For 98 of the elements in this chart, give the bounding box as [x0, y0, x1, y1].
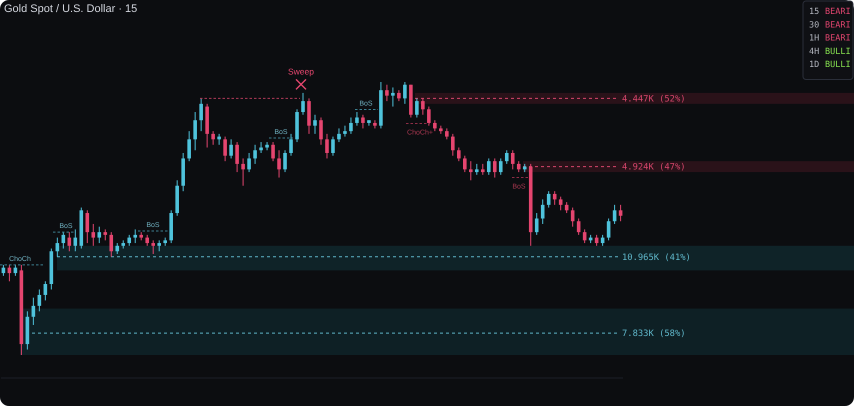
candlestick [44, 280, 48, 301]
category-label: 1H [809, 34, 820, 44]
candlestick [97, 226, 102, 244]
candlestick [74, 228, 78, 252]
candlestick [457, 147, 461, 162]
text: BULLI [825, 46, 851, 57]
candlestick [421, 98, 425, 116]
candlestick [289, 133, 293, 156]
candlestick [325, 133, 329, 159]
candlestick [492, 158, 497, 178]
candlestick [32, 297, 36, 326]
candlestick [516, 160, 521, 173]
text: BEARI [825, 6, 851, 17]
candlestick [594, 234, 598, 246]
candlestick [391, 86, 395, 108]
category-label: 4H [809, 46, 820, 57]
candlestick [62, 232, 66, 250]
candlestick [355, 112, 359, 126]
candlestick [451, 133, 455, 156]
candlestick [361, 114, 365, 129]
category-label: 30 [809, 20, 820, 30]
candlestick [38, 288, 42, 312]
category-label: 15 [809, 6, 820, 17]
candlestick [157, 240, 161, 252]
candlestick [463, 155, 467, 173]
candlestick [498, 158, 503, 176]
candlestick [253, 144, 257, 164]
candlestick [612, 204, 616, 224]
candlestick [385, 84, 389, 102]
candlestick [337, 128, 341, 143]
candlestick [68, 232, 72, 252]
candlestick [313, 114, 317, 134]
candlestick [403, 82, 407, 104]
candlestick [277, 150, 281, 178]
candlestick [427, 106, 431, 126]
candlestick [474, 163, 479, 176]
candlestick [283, 150, 287, 173]
candlestick [319, 116, 323, 146]
ref-line-label: 10.965K (41%) [622, 252, 691, 263]
candlestick [510, 150, 515, 170]
candlestick [133, 228, 138, 244]
candlestick [486, 158, 491, 176]
candlestick [217, 133, 221, 146]
candlestick [618, 204, 622, 222]
candlestick [8, 264, 12, 282]
candlestick [445, 128, 449, 140]
candlestick [504, 150, 509, 164]
candlestick [271, 142, 275, 162]
candlestick [187, 130, 191, 162]
candlestick [349, 116, 353, 134]
candlestick [56, 237, 60, 258]
candlestick [193, 112, 197, 151]
candlestick [397, 90, 401, 102]
candlestick [211, 130, 215, 146]
candlestick [558, 196, 562, 211]
candlestick [606, 218, 610, 241]
candlestick [229, 138, 233, 159]
candlestick [552, 190, 556, 206]
candlestick [145, 234, 150, 246]
candlestick [115, 242, 120, 254]
text: BULLI [825, 60, 851, 70]
candlestick [199, 98, 203, 132]
candlestick [564, 202, 568, 214]
candlestick [235, 142, 239, 173]
candlestick [546, 190, 550, 208]
candlestick [576, 218, 580, 236]
candlestick [480, 163, 485, 176]
candlestick [127, 234, 132, 246]
candlestick [540, 198, 544, 224]
candlestick [301, 92, 305, 116]
candlestick [415, 98, 419, 118]
candlestick [151, 240, 155, 254]
candlestick [259, 142, 263, 154]
candlestick [2, 264, 6, 276]
candlestick [600, 234, 604, 246]
candlestick [14, 264, 18, 276]
candlestick [103, 228, 108, 241]
candlestick [247, 152, 251, 173]
candlestick [469, 160, 473, 181]
chart-title: Gold Spot / U.S. Dollar · 15 [4, 3, 138, 15]
candlestick [223, 136, 227, 162]
text: BEARI [825, 34, 851, 44]
text: BEARI [825, 20, 851, 30]
ref-line-label: 4.924K (47%) [622, 162, 686, 173]
candlestick [570, 207, 574, 228]
candlestick [582, 228, 586, 244]
candlestick [343, 125, 347, 138]
category-label: 1D [809, 60, 820, 70]
candlestick [91, 223, 96, 246]
candlestick [433, 120, 437, 132]
ref-line-label: 4.447K (52%) [622, 94, 686, 104]
ref-line-label: 7.833K (58%) [622, 329, 686, 340]
annotation: Sweep [288, 66, 314, 76]
candlestick [331, 136, 335, 156]
candlestick [241, 158, 245, 186]
candlestick [85, 210, 90, 244]
candlestick [534, 212, 539, 236]
candlestick [109, 232, 114, 258]
